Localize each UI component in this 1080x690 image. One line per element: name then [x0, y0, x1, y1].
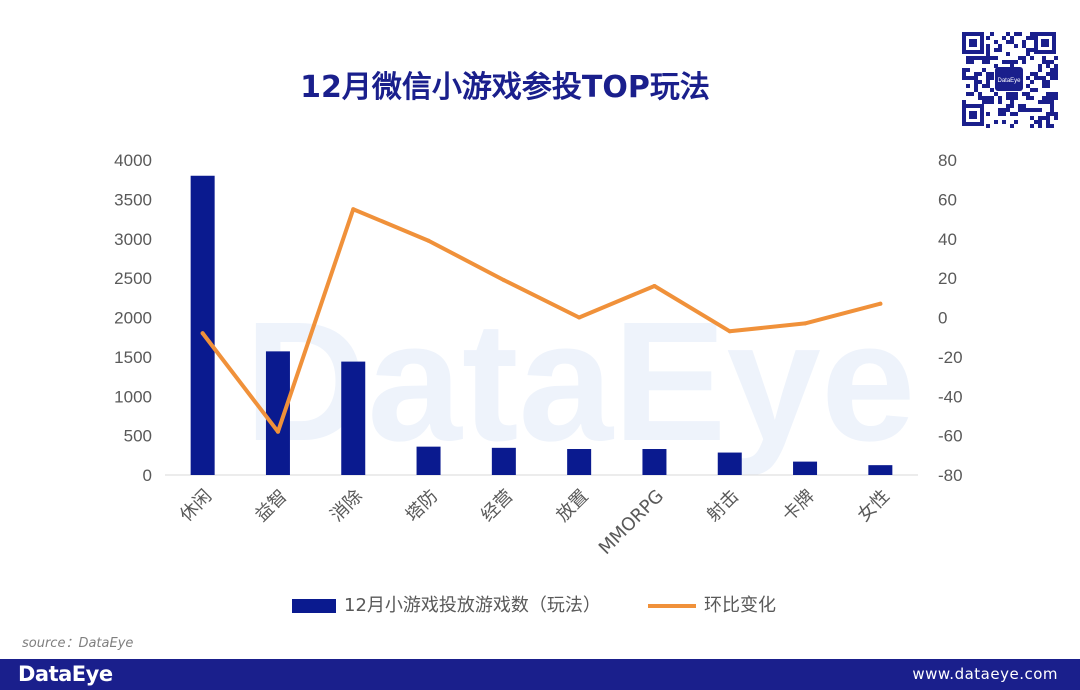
x-category-label: MMORPG	[595, 486, 668, 559]
line-point-9	[803, 321, 808, 326]
y-left-tick-label: 1500	[114, 348, 152, 367]
line-point-4	[426, 238, 431, 243]
y-right-tick-label: -20	[938, 348, 963, 367]
x-category-label: 射击	[703, 486, 743, 526]
bar-2	[265, 351, 290, 475]
line-point-5	[501, 278, 506, 283]
y-left-tick-label: 2500	[114, 269, 152, 288]
y-left-tick-label: 3500	[114, 190, 152, 209]
x-category-label: 休闲	[176, 486, 216, 526]
x-category-label: 放置	[552, 486, 592, 526]
x-category-label: 塔防	[402, 486, 442, 526]
combo-chart: DataEye 05001000150020002500300035004000…	[114, 151, 963, 616]
legend-label-line: 环比变化	[704, 595, 776, 616]
y-right-tick-label: 80	[938, 151, 957, 170]
y-left-tick-label: 2000	[114, 309, 152, 328]
y-left-tick-label: 1000	[114, 387, 152, 406]
bar-3	[341, 361, 366, 475]
y-right-tick-label: 0	[938, 309, 947, 328]
x-category-label: 经营	[477, 486, 517, 526]
legend-swatch-bar	[292, 599, 336, 613]
x-category-label: 益智	[251, 486, 291, 526]
line-point-6	[577, 315, 582, 320]
line-point-1	[200, 331, 205, 336]
bar-5	[491, 447, 516, 475]
y-left-tick-label: 500	[124, 427, 152, 446]
line-point-7	[652, 284, 657, 288]
line-point-10	[878, 301, 883, 306]
source-note: source：DataEye	[22, 636, 134, 651]
footer-logo: DataEye	[18, 662, 113, 686]
bar-1	[190, 175, 215, 475]
chart-title: 12月微信小游戏参投TOP玩法	[300, 70, 710, 105]
footer-bar: DataEye www.dataeye.com	[0, 659, 1080, 690]
y-right-tick-label: 40	[938, 230, 957, 249]
y-right-tick-label: -80	[938, 466, 963, 485]
y-right-tick-label: -40	[938, 387, 963, 406]
line-series-mom-change	[200, 207, 883, 434]
y-left-tick-label: 4000	[114, 151, 152, 170]
bar-9	[793, 461, 818, 475]
qr-code: DataEye	[960, 30, 1058, 128]
footer-url[interactable]: www.dataeye.com	[912, 665, 1058, 683]
bar-7	[642, 449, 667, 475]
qr-center-label: DataEye	[997, 78, 1021, 84]
y-right-tick-label: -60	[938, 427, 963, 446]
bar-6	[567, 449, 592, 475]
x-category-label: 消除	[326, 486, 366, 526]
bar-4	[416, 446, 441, 475]
y-right-tick-label: 60	[938, 190, 957, 209]
y-left-tick-label: 0	[143, 466, 152, 485]
line-point-3	[351, 207, 356, 212]
line-point-2	[275, 429, 280, 434]
x-category-label: 卡牌	[778, 486, 818, 526]
bar-10	[868, 465, 893, 475]
legend-label-bar: 12月小游戏投放游戏数（玩法）	[344, 595, 601, 616]
bar-8	[717, 452, 742, 475]
y-left-tick-label: 3000	[114, 230, 152, 249]
x-category-label: 女性	[854, 486, 894, 526]
line-point-8	[727, 329, 732, 334]
y-right-tick-label: 20	[938, 269, 957, 288]
